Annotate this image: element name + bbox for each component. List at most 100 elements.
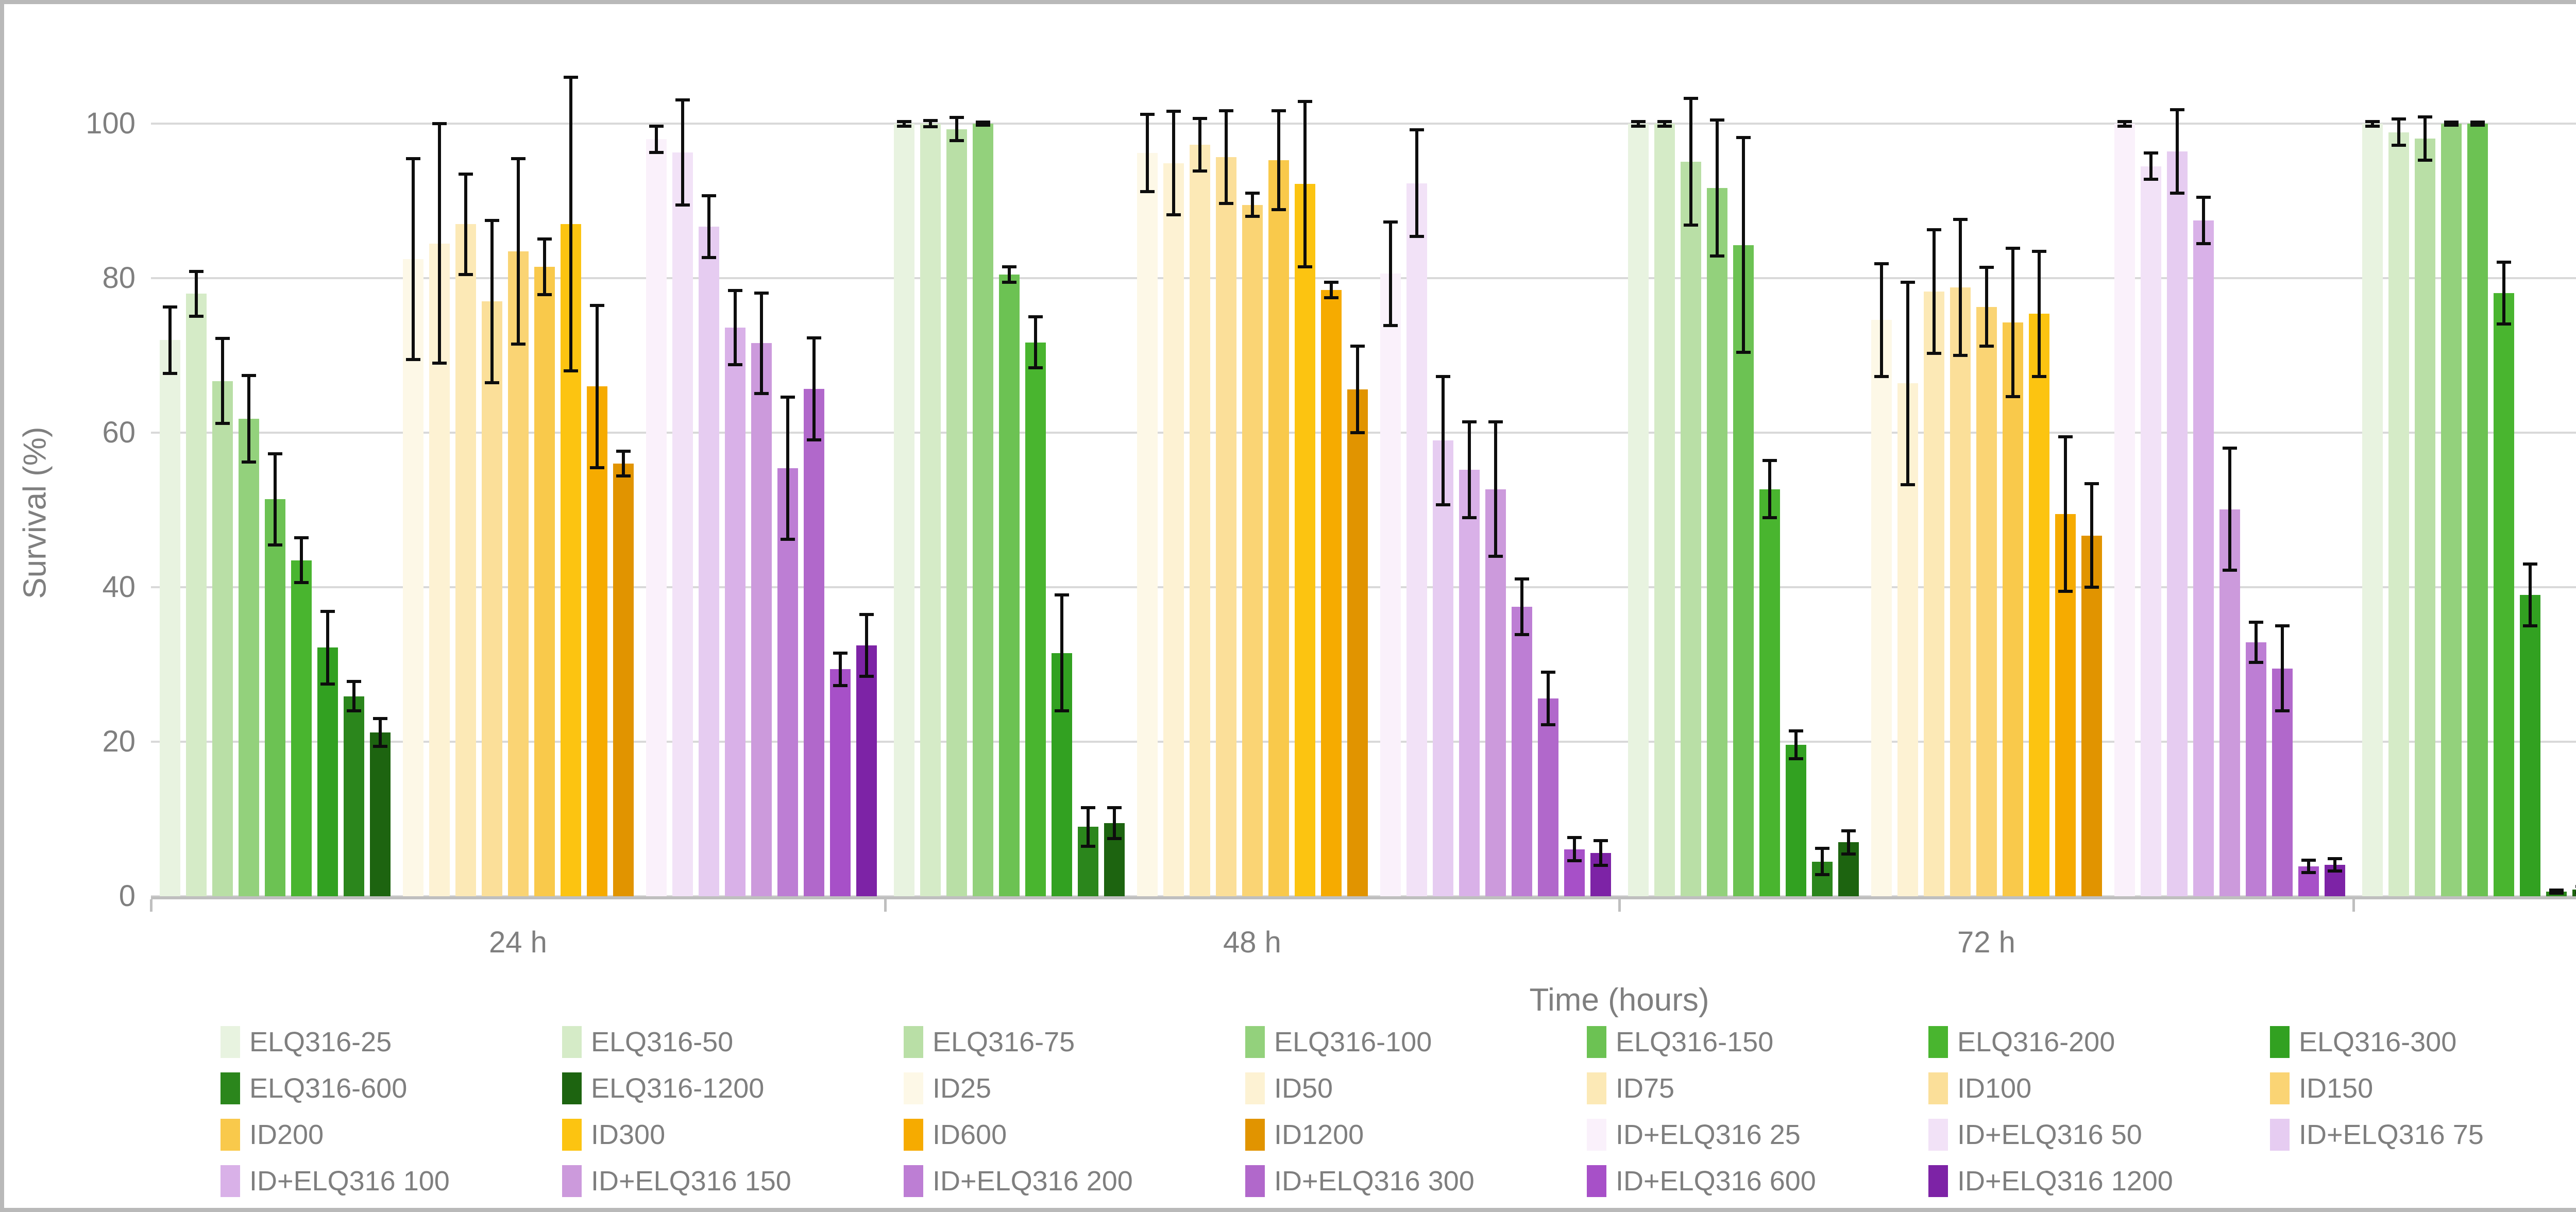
legend-label: ID+ELQ316 300 bbox=[1274, 1166, 1475, 1197]
legend-swatch-ELQ316-600 bbox=[221, 1072, 240, 1104]
legend-item: ID+ELQ316 200 bbox=[904, 1165, 1245, 1197]
legend: ELQ316-25 ELQ316-50 ELQ316-75 ELQ316-100 ELQ… bbox=[221, 1026, 2576, 1211]
error-bar-cap-top bbox=[2084, 482, 2099, 485]
error-bar-cap-top bbox=[1002, 265, 1016, 268]
error-bar bbox=[1636, 121, 1640, 126]
error-bar-cap-top bbox=[2301, 858, 2316, 862]
error-bar-cap-top bbox=[1054, 593, 1069, 596]
legend-item: ELQ316-1200 bbox=[562, 1072, 904, 1104]
error-bar-cap-bottom bbox=[2444, 124, 2459, 127]
bar-ELQ316-600-24h bbox=[343, 680, 364, 896]
error-bar bbox=[2011, 248, 2014, 397]
error-bar bbox=[2123, 121, 2126, 126]
error-bar-cap-bottom bbox=[616, 474, 631, 477]
legend-label: ELQ316-75 bbox=[933, 1027, 1075, 1057]
legend-swatch-ID25 bbox=[904, 1072, 923, 1104]
error-bar-cap-top bbox=[1271, 109, 1286, 112]
error-bar-cap-bottom bbox=[2575, 891, 2576, 894]
error-bar-cap-top bbox=[675, 98, 690, 101]
bar-ID+ELQ316 50-24h bbox=[672, 98, 693, 896]
error-bar-cap-top bbox=[1080, 806, 1095, 809]
error-bar bbox=[654, 126, 658, 152]
error-bar bbox=[1277, 110, 1280, 210]
error-bar-cap-bottom bbox=[1736, 351, 1751, 354]
legend-label: ELQ316-150 bbox=[1616, 1027, 1774, 1057]
legend-label: ID+ELQ316 25 bbox=[1616, 1119, 1801, 1150]
legend-swatch-ID+ELQ316 100 bbox=[221, 1165, 240, 1197]
error-bar bbox=[955, 117, 958, 141]
error-bar-cap-bottom bbox=[1593, 864, 1608, 867]
error-bar bbox=[1715, 120, 1719, 256]
legend-item: ID100 bbox=[1928, 1072, 2270, 1104]
error-bar bbox=[1689, 98, 1692, 225]
legend-swatch-ID100 bbox=[1928, 1072, 1948, 1104]
error-bar-cap-top bbox=[780, 396, 795, 399]
error-bar-cap-top bbox=[2031, 249, 2046, 253]
legend-swatch-ELQ316-75 bbox=[904, 1026, 923, 1058]
bar-ID25-24h bbox=[402, 157, 423, 896]
bar-ELQ316-25-96h bbox=[2362, 120, 2383, 896]
error-bar-cap-top bbox=[320, 609, 335, 613]
error-bar bbox=[490, 220, 494, 383]
legend-label: ID+ELQ316 1200 bbox=[1957, 1166, 2173, 1197]
error-bar-cap-bottom bbox=[511, 342, 526, 346]
error-bar-cap-bottom bbox=[1028, 366, 1043, 369]
error-bar-cap-bottom bbox=[1002, 280, 1016, 284]
error-bar-cap-top bbox=[649, 124, 664, 128]
error-bar-cap-bottom bbox=[1900, 483, 1915, 486]
legend-label: ID+ELQ316 50 bbox=[1957, 1119, 2142, 1150]
error-bar-cap-bottom bbox=[1953, 354, 1968, 357]
bar-ID+ELQ316 300-48h bbox=[1537, 671, 1558, 896]
error-bar-cap-bottom bbox=[1841, 852, 1856, 856]
bar-ELQ316-150-48h bbox=[998, 265, 1020, 896]
error-bar-cap-top bbox=[372, 717, 387, 720]
legend-item: ID+ELQ316 25 bbox=[1587, 1119, 1928, 1151]
error-bar-cap-top bbox=[1192, 116, 1207, 120]
error-bar-cap-bottom bbox=[701, 255, 716, 259]
error-bar bbox=[326, 611, 329, 684]
bar-ID+ELQ316 50-48h bbox=[1406, 128, 1427, 896]
legend-item: ELQ316-150 bbox=[1587, 1026, 1928, 1058]
error-bar-cap-bottom bbox=[1297, 265, 1312, 268]
error-bar-cap-top bbox=[2444, 121, 2459, 124]
legend-swatch-ID+ELQ316 600 bbox=[1587, 1165, 1606, 1197]
error-bar-cap-top bbox=[1435, 374, 1450, 378]
legend-swatch-ID1200 bbox=[1245, 1119, 1265, 1151]
error-bar-cap-top bbox=[1488, 420, 1503, 423]
error-bar-cap-bottom bbox=[896, 124, 911, 128]
legend-label: ID1200 bbox=[1274, 1119, 1364, 1150]
bar-ID600-24h bbox=[586, 303, 607, 896]
error-bar bbox=[1145, 114, 1149, 192]
error-bar bbox=[1007, 266, 1011, 282]
error-bar bbox=[1663, 121, 1666, 126]
subgroup bbox=[402, 76, 634, 896]
error-bar-cap-bottom bbox=[346, 709, 361, 712]
error-bar-cap-bottom bbox=[405, 357, 420, 361]
bar-ELQ316-150-24h bbox=[264, 452, 285, 896]
legend-swatch-ID+ELQ316 75 bbox=[2270, 1119, 2290, 1151]
bar-ID300-24h bbox=[560, 76, 581, 896]
bar-ELQ316-200-24h bbox=[291, 536, 312, 896]
error-bar-cap-top bbox=[975, 121, 990, 124]
bar-ID1200-72h bbox=[2081, 482, 2102, 896]
error-bar-cap-bottom bbox=[432, 362, 447, 365]
bar-ID300-48h bbox=[1294, 99, 1315, 896]
bar-ID50-72h bbox=[1897, 280, 1918, 896]
error-bar-cap-top bbox=[1166, 110, 1181, 113]
error-bar-cap-bottom bbox=[1762, 516, 1777, 519]
error-bar-cap-bottom bbox=[589, 466, 604, 469]
error-bar bbox=[1415, 130, 1418, 236]
legend-row: ELQ316-600 ELQ316-1200 ID25 ID50 ID75 ID100 ID… bbox=[221, 1072, 2576, 1104]
error-bar-cap-top bbox=[1683, 96, 1698, 100]
error-bar-cap-top bbox=[1631, 120, 1646, 123]
subgroup bbox=[1137, 99, 1368, 896]
error-bar-cap-bottom bbox=[1350, 431, 1365, 434]
legend-item: ID+ELQ316 600 bbox=[1587, 1165, 1928, 1197]
error-bar bbox=[1879, 263, 1883, 377]
bar-ID150-24h bbox=[507, 157, 529, 896]
error-bar bbox=[437, 124, 441, 363]
bar-ID+ELQ316 1200-24h bbox=[856, 612, 877, 896]
bar-ELQ316-300-96h bbox=[2519, 562, 2540, 896]
error-bar bbox=[1599, 841, 1602, 865]
